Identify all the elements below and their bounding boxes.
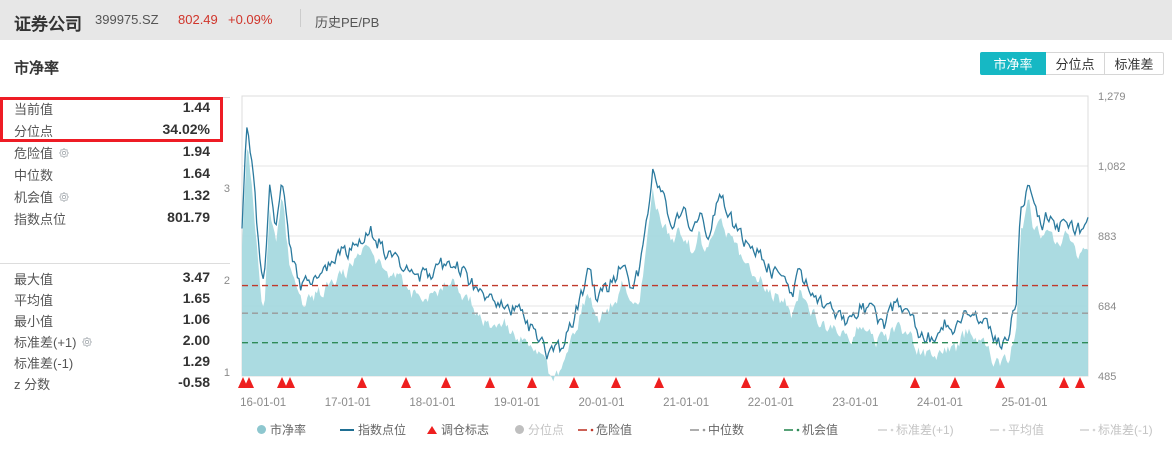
svg-text:22-01-01: 22-01-01 <box>748 397 794 409</box>
svg-text:1: 1 <box>224 367 230 379</box>
svg-text:21-01-01: 21-01-01 <box>663 397 709 409</box>
svg-text:17-01-01: 17-01-01 <box>325 397 371 409</box>
svg-text:485: 485 <box>1098 371 1116 383</box>
svg-text:20-01-01: 20-01-01 <box>579 397 625 409</box>
svg-text:3: 3 <box>224 183 230 195</box>
svg-text:684: 684 <box>1098 301 1116 313</box>
svg-text:23-01-01: 23-01-01 <box>832 397 878 409</box>
svg-text:1,279: 1,279 <box>1098 91 1126 103</box>
svg-text:19-01-01: 19-01-01 <box>494 397 540 409</box>
svg-text:2: 2 <box>224 275 230 287</box>
svg-text:24-01-01: 24-01-01 <box>917 397 963 409</box>
svg-text:1,082: 1,082 <box>1098 161 1126 173</box>
svg-text:883: 883 <box>1098 231 1116 243</box>
svg-text:25-01-01: 25-01-01 <box>1002 397 1048 409</box>
svg-text:16-01-01: 16-01-01 <box>240 397 286 409</box>
svg-text:18-01-01: 18-01-01 <box>409 397 455 409</box>
